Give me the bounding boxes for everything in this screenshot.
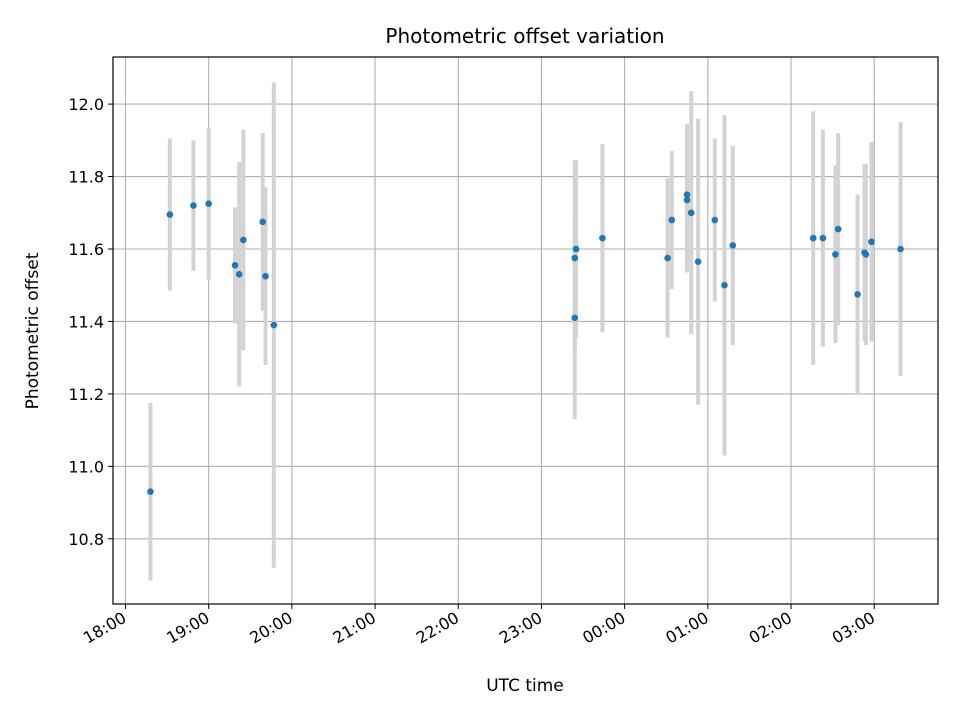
data-point <box>694 258 702 265</box>
x-axis-label: UTC time <box>486 676 564 696</box>
data-point <box>664 254 671 262</box>
data-point <box>683 191 691 198</box>
data-point <box>834 225 842 233</box>
data-point <box>571 314 579 322</box>
data-point <box>231 261 239 269</box>
data-point <box>572 245 580 253</box>
y-tick-label: 10.8 <box>68 530 104 549</box>
data-point <box>166 211 174 218</box>
y-tick-label: 11.4 <box>68 312 104 331</box>
data-point <box>868 238 875 246</box>
data-point <box>205 200 212 208</box>
data-point <box>819 234 827 242</box>
y-tick-label: 11.6 <box>68 240 104 259</box>
chart-title: Photometric offset variation <box>385 24 664 48</box>
data-point <box>190 202 197 209</box>
plot-frame <box>112 56 939 605</box>
y-tick-label: 12.0 <box>68 95 104 114</box>
data-point <box>270 321 278 329</box>
data-point <box>809 234 817 242</box>
data-point <box>240 236 247 244</box>
data-point <box>599 234 606 242</box>
data-point <box>668 216 676 224</box>
y-tick-label: 11.8 <box>68 168 104 187</box>
y-tick-label: 11.0 <box>68 457 104 476</box>
data-point <box>571 254 579 262</box>
y-axis-label: Photometric offset <box>23 252 43 409</box>
data-point <box>854 290 861 298</box>
data-point <box>235 271 243 278</box>
data-point <box>729 242 737 249</box>
data-points <box>147 191 904 496</box>
data-point <box>832 251 839 258</box>
grid <box>113 57 938 604</box>
data-point <box>683 196 691 204</box>
data-point <box>721 281 728 289</box>
data-point <box>262 272 269 280</box>
y-axis-ticks: 10.8 11.0 11.2 11.4 11.6 11.8 12.0 <box>68 95 113 549</box>
data-point <box>259 218 267 226</box>
data-point <box>687 209 695 217</box>
data-point <box>897 245 904 253</box>
data-point <box>147 488 154 496</box>
data-point <box>862 251 870 258</box>
y-tick-label: 11.2 <box>68 385 104 404</box>
data-point <box>711 216 719 224</box>
